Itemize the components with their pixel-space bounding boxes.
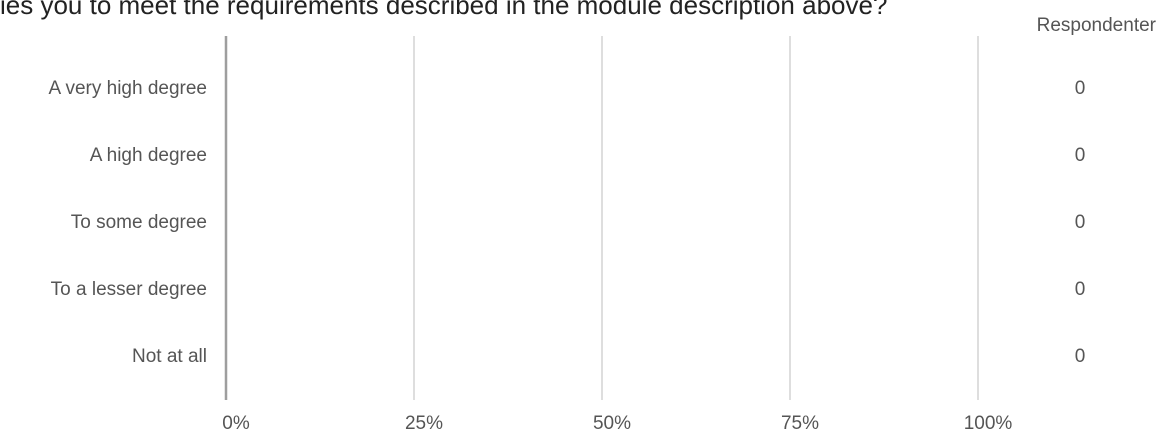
respondent-count: 0 (1075, 145, 1086, 166)
respondent-count: 0 (1075, 279, 1086, 300)
category-label: To some degree (71, 212, 207, 233)
category-label: A high degree (90, 145, 207, 166)
x-tick-label: 25% (405, 413, 443, 434)
x-tick-label: 50% (593, 413, 631, 434)
category-label: A very high degree (49, 78, 207, 99)
x-tick-label: 100% (964, 413, 1013, 434)
respondent-count: 0 (1075, 212, 1086, 233)
x-tick-label: 0% (222, 413, 250, 434)
category-label: Not at all (132, 346, 207, 367)
x-tick-label: 75% (781, 413, 819, 434)
respondent-count: 0 (1075, 346, 1086, 367)
respondent-count: 0 (1075, 78, 1086, 99)
category-label: To a lesser degree (51, 279, 207, 300)
respondents-column-header: Respondenter (1036, 15, 1156, 36)
chart-title: ies you to meet the requirements describ… (0, 0, 888, 20)
